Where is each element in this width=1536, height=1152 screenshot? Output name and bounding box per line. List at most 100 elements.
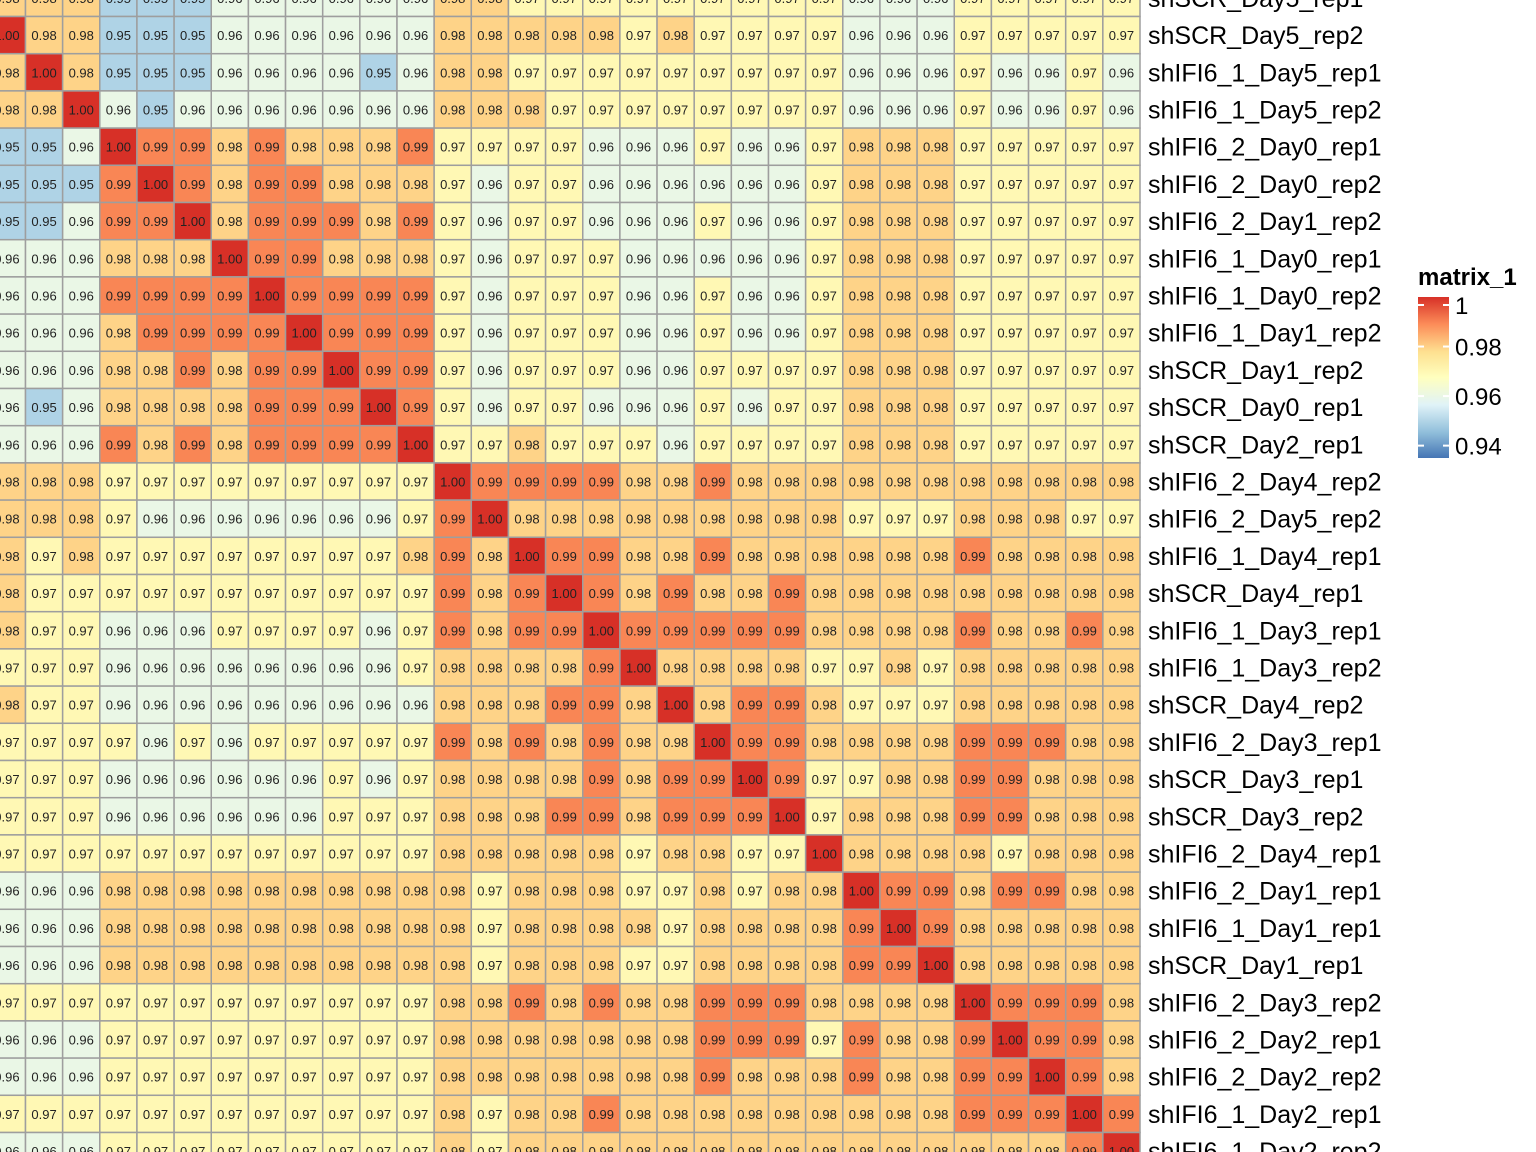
cell-value-label: 0.98 — [923, 177, 948, 192]
cell-value-label: 0.97 — [997, 326, 1022, 341]
heatmap-cell — [730, 127, 770, 167]
cell-value-label: 0.98 — [1072, 772, 1097, 787]
cell-value-label: 0.99 — [180, 326, 205, 341]
cell-value-label: 0.97 — [106, 586, 131, 601]
cell-value-label: 0.97 — [1072, 251, 1097, 266]
cell-value-label: 0.96 — [69, 251, 94, 266]
heatmap-cells: 1.00 0.98 0.98 0.98 0.95 0.95 0.95 0.96 0.96 0.96… — [0, 0, 1141, 1152]
cell-value-label: 0.97 — [514, 0, 539, 6]
cell-value-label: 0.98 — [514, 28, 539, 43]
cell-value-label: 0.97 — [812, 65, 837, 80]
cell-value-label: 0.98 — [1034, 772, 1059, 787]
cell-value-label: 0.98 — [254, 958, 279, 973]
cell-value-label: 0.98 — [1109, 884, 1134, 899]
cell-value-label: 0.97 — [552, 103, 577, 118]
cell-value-label: 0.97 — [254, 847, 279, 862]
cell-value-label: 0.97 — [1072, 140, 1097, 155]
cell-value-label: 0.95 — [31, 140, 56, 155]
cell-value-label: 0.99 — [403, 140, 428, 155]
heatmap-cell — [61, 1020, 101, 1059]
cell-value-label: 0.97 — [514, 363, 539, 378]
row-label: shSCR_Day5_rep2 — [1148, 22, 1363, 50]
heatmap-cell — [1064, 238, 1104, 278]
cell-value-label: 0.97 — [31, 661, 56, 676]
cell-value-label: 0.97 — [1109, 512, 1134, 527]
cell-value-label: 0.99 — [403, 400, 428, 415]
cell-value-label: 0.99 — [1034, 884, 1059, 899]
row-label: shIFI6_1_Day5_rep1 — [1148, 59, 1381, 87]
heatmap-cell — [767, 424, 807, 464]
row-label: shSCR_Day3_rep1 — [1148, 766, 1363, 794]
cell-value-label: 0.97 — [329, 772, 354, 787]
cell-value-label: 0.98 — [1109, 772, 1134, 787]
heatmap-cell — [767, 648, 807, 687]
heatmap-cell — [1027, 610, 1067, 650]
cell-value-label: 0.98 — [143, 958, 168, 973]
heatmap-cell — [284, 945, 324, 985]
cell-value-label: 0.99 — [254, 251, 279, 266]
cell-value-label: 0.97 — [737, 847, 762, 862]
cell-value-label: 0.99 — [180, 363, 205, 378]
cell-value-label: 0.97 — [737, 0, 762, 6]
cell-value-label: 0.96 — [663, 437, 688, 452]
heatmap-cell — [804, 722, 844, 762]
cell-value-label: 0.99 — [254, 400, 279, 415]
heatmap-cell — [1027, 313, 1067, 353]
cell-value-label: 0.97 — [291, 475, 316, 490]
cell-value-label: 0.97 — [1109, 289, 1134, 304]
heatmap-cell — [730, 796, 770, 836]
heatmap-cell — [433, 127, 473, 167]
cell-value-label: 0.97 — [217, 995, 242, 1010]
heatmap-cell — [99, 908, 138, 948]
heatmap-cell — [0, 350, 27, 390]
cell-value-label: 0.98 — [106, 921, 131, 936]
cell-value-label: 0.97 — [440, 214, 465, 229]
cell-value-label: 0.96 — [0, 289, 20, 304]
heatmap-cell — [544, 276, 584, 315]
heatmap-cell — [1102, 871, 1141, 911]
cell-value-label: 0.97 — [1034, 363, 1059, 378]
cell-value-label: 0.99 — [774, 698, 799, 713]
heatmap-cell — [693, 610, 733, 650]
cell-value-label: 0.98 — [886, 437, 911, 452]
cell-value-label: 0.98 — [997, 586, 1022, 601]
heatmap-cell — [916, 648, 955, 687]
row-label: shSCR_Day3_rep2 — [1148, 803, 1363, 831]
cell-value-label: 0.98 — [1034, 809, 1059, 824]
cell-value-label: 0.98 — [923, 586, 948, 601]
row-label: shIFI6_1_Day3_rep1 — [1148, 617, 1381, 645]
cell-value-label: 0.99 — [552, 809, 577, 824]
row-label: shIFI6_2_Day5_rep2 — [1148, 506, 1381, 534]
cell-value-label: 0.98 — [1034, 1144, 1059, 1152]
heatmap-cell — [1102, 238, 1141, 278]
heatmap-cell — [99, 313, 138, 353]
cell-value-label: 0.98 — [960, 586, 985, 601]
cell-value-label: 0.99 — [960, 1033, 985, 1048]
cell-value-label: 0.99 — [700, 995, 725, 1010]
row-label: shIFI6_1_Day2_rep2 — [1148, 1138, 1381, 1152]
cell-value-label: 0.99 — [960, 735, 985, 750]
cell-value-label: 0.96 — [31, 958, 56, 973]
cell-value-label: 0.96 — [626, 177, 651, 192]
heatmap-cell — [507, 796, 547, 836]
cell-value-label: 0.96 — [626, 400, 651, 415]
cell-value-label: 0.98 — [923, 437, 948, 452]
cell-value-label: 0.96 — [217, 772, 242, 787]
cell-value-label: 0.96 — [849, 0, 874, 6]
cell-value-label: 0.97 — [960, 214, 985, 229]
heatmap-cell — [1064, 90, 1104, 129]
heatmap-cell — [730, 834, 770, 873]
cell-value-label: 0.96 — [329, 0, 354, 6]
cell-value-label: 0.96 — [69, 214, 94, 229]
heatmap-cell — [61, 424, 101, 464]
cell-value-label: 0.98 — [960, 698, 985, 713]
cell-value-label: 0.97 — [552, 0, 577, 6]
heatmap-cell — [1102, 313, 1141, 353]
cell-value-label: 0.98 — [1109, 847, 1134, 862]
cell-value-label: 0.97 — [366, 549, 391, 564]
cell-value-label: 0.97 — [106, 512, 131, 527]
cell-value-label: 0.95 — [0, 140, 20, 155]
cell-value-label: 0.99 — [366, 363, 391, 378]
heatmap-cell — [136, 276, 175, 315]
heatmap-cell — [693, 834, 733, 873]
